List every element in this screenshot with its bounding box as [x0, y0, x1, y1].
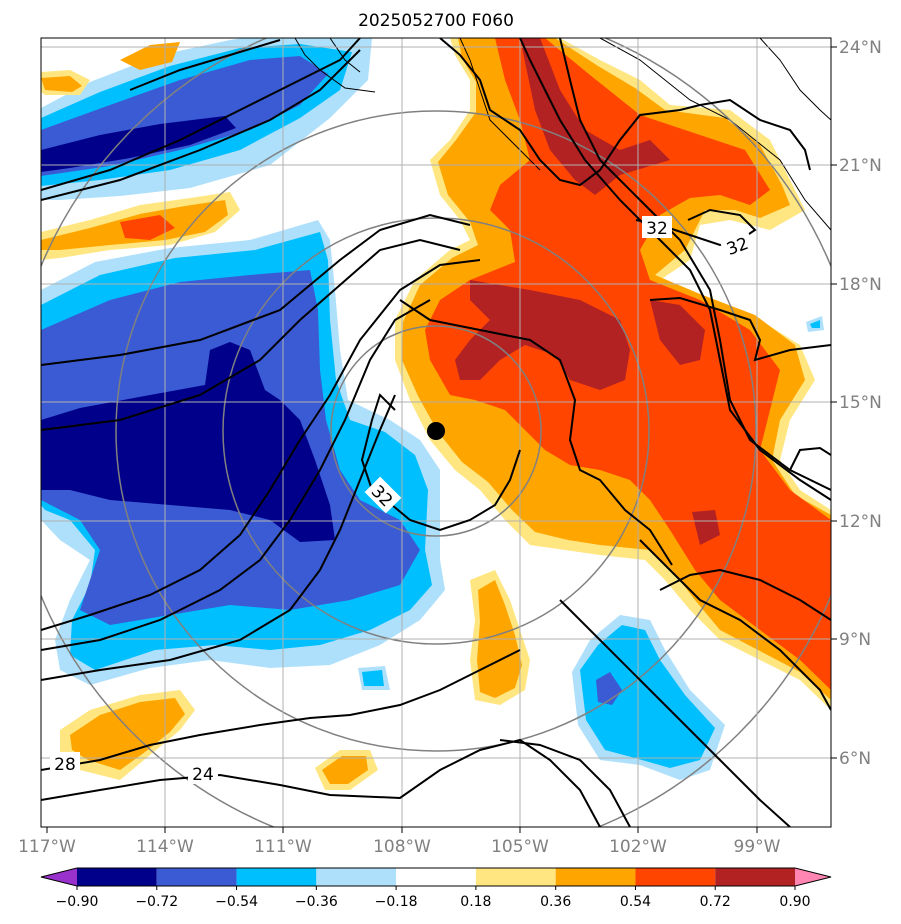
- gridlines: [41, 38, 831, 827]
- lon-label-108w: 108°W: [373, 837, 431, 857]
- colorbar-swatch-10: [795, 868, 831, 886]
- lat-label-24n: 24°N: [839, 38, 882, 58]
- colorbar-tick-label: −0.18: [375, 894, 418, 910]
- lon-label-102w: 102°W: [609, 837, 667, 857]
- contour-label-32-east: 32: [646, 219, 668, 239]
- colorbar-swatch-3: [236, 868, 317, 886]
- colorbar-swatch-6: [475, 868, 556, 886]
- contour-label-28: 28: [54, 755, 76, 775]
- colorbar-tick-label: 0.54: [620, 894, 651, 910]
- lat-label-12n: 12°N: [839, 512, 882, 532]
- colorbar-swatch-2: [156, 868, 237, 886]
- latitude-axis: 24°N 21°N 18°N 15°N 12°N 9°N 6°N: [831, 38, 882, 769]
- colorbar-swatch-8: [635, 868, 716, 886]
- lon-label-105w: 105°W: [491, 837, 549, 857]
- lon-label-117w: 117°W: [18, 837, 76, 857]
- colorbar-tick-label: −0.90: [56, 894, 99, 910]
- colorbar-swatch-7: [555, 868, 636, 886]
- negative-anomaly-south: [358, 316, 824, 780]
- colorbar-swatch-9: [715, 868, 795, 886]
- positive-anomaly-main: [41, 38, 831, 790]
- longitude-axis: 117°W 114°W 111°W 108°W 105°W 102°W 99°W: [18, 827, 781, 857]
- colorbar-swatch-4: [316, 868, 397, 886]
- range-rings: [41, 38, 831, 827]
- colorbar-tick-label: −0.72: [135, 894, 178, 910]
- colorbar-tick-label: 0.18: [460, 894, 491, 910]
- colorbar-tick-label: 0.90: [779, 894, 810, 910]
- lat-label-21n: 21°N: [839, 156, 882, 176]
- lon-label-114w: 114°W: [136, 837, 194, 857]
- colorbar-swatch-5: [396, 868, 476, 886]
- colorbar-tick-label: 0.72: [700, 894, 731, 910]
- plot-area: 32 32 32 28 24: [41, 38, 831, 827]
- colorbar-tick-label: −0.36: [295, 894, 338, 910]
- lon-label-111w: 111°W: [254, 837, 312, 857]
- plot-frame: [40, 37, 832, 828]
- negative-anomaly-west: [41, 38, 445, 685]
- colorbar-tick-label: −0.54: [215, 894, 258, 910]
- lon-label-99w: 99°W: [734, 837, 781, 857]
- lat-label-6n: 6°N: [839, 749, 871, 769]
- map-title: 2025052700 F060: [358, 11, 514, 31]
- colorbar-tick-label: 0.36: [540, 894, 571, 910]
- storm-center-marker: [427, 422, 445, 440]
- colorbar-swatch-1: [77, 868, 157, 886]
- lat-label-15n: 15°N: [839, 393, 882, 413]
- contour-label-24: 24: [192, 765, 214, 785]
- contour-labels: 32 32 32 28 24: [50, 216, 755, 785]
- lat-label-18n: 18°N: [839, 275, 882, 295]
- thick-contours: [41, 38, 831, 827]
- colorbar: −0.90 −0.72 −0.54 −0.36 −0.18 0.18 0.36 0.54 0.7…: [40, 867, 832, 910]
- colorbar-swatch-0: [41, 868, 77, 886]
- lat-label-9n: 9°N: [839, 630, 871, 650]
